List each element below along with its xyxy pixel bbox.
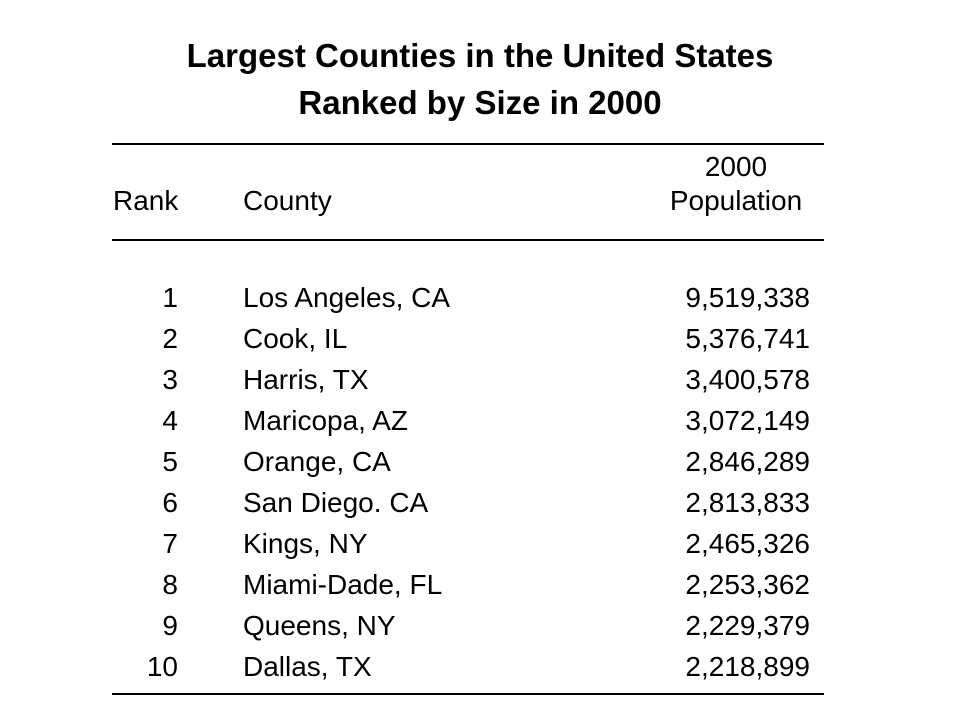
table-row: 6 San Diego. CA 2,813,833	[112, 484, 824, 525]
table-top-rule	[112, 143, 824, 145]
table-bottom-rule	[112, 693, 824, 695]
table-row: 1 Los Angeles, CA 9,519,338	[112, 279, 824, 320]
rank-cell: 9	[162, 610, 178, 641]
header-population-label: Population	[669, 185, 803, 216]
county-cell: Cook, IL	[243, 323, 348, 354]
rank-cell: 5	[162, 446, 178, 477]
rank-cell: 1	[162, 282, 178, 313]
county-cell: San Diego. CA	[243, 487, 429, 518]
title-line-2: Ranked by Size in 2000	[298, 84, 662, 121]
header-rank: Rank	[113, 185, 179, 216]
table-body: 1 Los Angeles, CA 9,519,338 2 Cook, IL 5…	[112, 279, 824, 689]
title-line-1: Largest Counties in the United States	[186, 37, 774, 74]
table-row: 7 Kings, NY 2,465,326	[112, 525, 824, 566]
county-cell: Maricopa, AZ	[243, 405, 408, 436]
rank-cell: 2	[162, 323, 178, 354]
table-row: 3 Harris, TX 3,400,578	[112, 361, 824, 402]
rank-cell: 7	[162, 528, 178, 559]
rank-cell: 6	[162, 487, 178, 518]
county-cell: Orange, CA	[243, 446, 391, 477]
population-cell: 3,400,578	[685, 364, 810, 395]
table-header-rule	[112, 239, 824, 241]
county-cell: Los Angeles, CA	[243, 282, 451, 313]
population-cell: 3,072,149	[685, 405, 810, 436]
population-cell: 2,813,833	[685, 487, 810, 518]
rank-cell: 8	[162, 569, 178, 600]
population-cell: 2,465,326	[685, 528, 810, 559]
population-cell: 2,253,362	[685, 569, 810, 600]
table-row: 4 Maricopa, AZ 3,072,149	[112, 402, 824, 443]
table-row: 8 Miami-Dade, FL 2,253,362	[112, 566, 824, 607]
population-cell: 9,519,338	[685, 282, 810, 313]
table-row: 9 Queens, NY 2,229,379	[112, 607, 824, 648]
rank-cell: 10	[146, 651, 178, 682]
county-cell: Queens, NY	[243, 610, 396, 641]
table-row: 10 Dallas, TX 2,218,899	[112, 648, 824, 689]
population-cell: 2,229,379	[685, 610, 810, 641]
table-row: 2 Cook, IL 5,376,741	[112, 320, 824, 361]
table-row: 5 Orange, CA 2,846,289	[112, 443, 824, 484]
header-population-year: 2000	[704, 151, 768, 182]
rank-cell: 3	[162, 364, 178, 395]
population-cell: 2,846,289	[685, 446, 810, 477]
population-cell: 5,376,741	[685, 323, 810, 354]
county-cell: Miami-Dade, FL	[243, 569, 443, 600]
county-cell: Kings, NY	[243, 528, 368, 559]
county-cell: Dallas, TX	[243, 651, 372, 682]
county-cell: Harris, TX	[243, 364, 369, 395]
header-county: County	[243, 185, 332, 216]
population-cell: 2,218,899	[685, 651, 810, 682]
header-population: 2000 Population	[656, 150, 816, 218]
rank-cell: 4	[162, 405, 178, 436]
